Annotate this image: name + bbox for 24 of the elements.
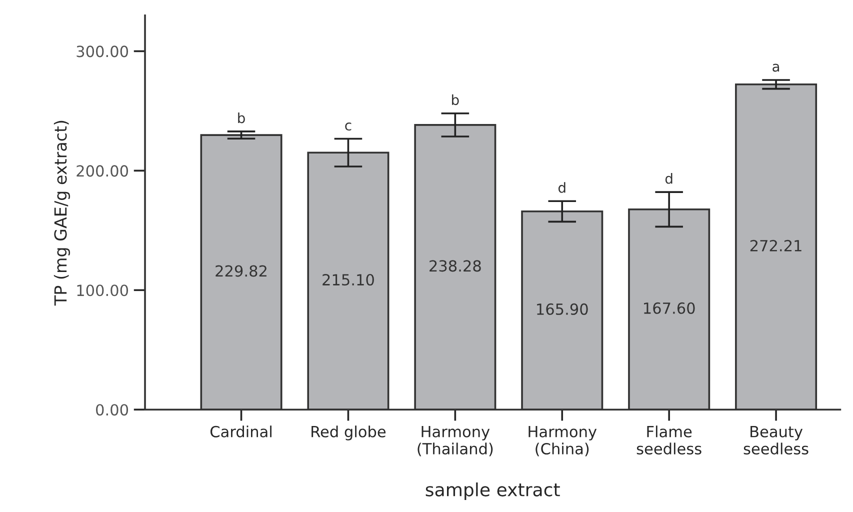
y-tick-label: 300.00 — [76, 46, 128, 58]
y-tick-label: 100.00 — [77, 284, 128, 296]
annotation: a — [772, 64, 780, 72]
annotation: b — [452, 94, 459, 106]
x-tick-label: Beauty seedless — [744, 426, 808, 455]
x-tick-label: Cardinal — [210, 426, 272, 438]
x-tick-label: Red globe — [312, 426, 386, 440]
x-tick-label: Harmony (Thailand) — [418, 426, 493, 456]
data-label: 167.60 — [644, 302, 695, 314]
data-label: 238.28 — [430, 260, 481, 272]
data-label: 215.10 — [322, 274, 374, 286]
annotation: b — [238, 112, 245, 124]
y-tick-label: 0.00 — [96, 404, 128, 416]
data-label: 229.82 — [216, 265, 266, 277]
annotation: c — [345, 122, 352, 131]
annotation: d — [558, 182, 566, 193]
data-label: 165.90 — [537, 303, 588, 315]
y-tick-label: 200.00 — [76, 165, 128, 177]
x-tick-label: Harmony (China) — [528, 426, 597, 456]
x-axis-title: sample extract — [426, 482, 560, 500]
y-axis-title: TP (mg GAE/g extract) — [54, 120, 70, 306]
x-tick-label: Flame seedless — [636, 426, 702, 455]
data-label: 272.21 — [750, 240, 802, 252]
annotation: d — [665, 173, 672, 184]
